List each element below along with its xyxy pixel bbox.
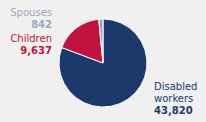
data-label: 43,820 [154,105,193,116]
slice-label: Children [10,33,52,44]
labels: Disabledworkers43,820 Children9,637 Spouse… [10,7,197,116]
pie-slice [99,19,103,63]
chart: Disabledworkers43,820 Children9,637 Spouse… [0,0,206,122]
slice-label: Disabledworkers [154,81,197,104]
data-label: 842 [31,19,52,30]
data-label: 9,637 [20,45,52,56]
slice-label: Spouses [10,7,52,18]
slices [59,19,147,107]
pie-slice [59,19,147,107]
pie-slice [62,19,103,63]
